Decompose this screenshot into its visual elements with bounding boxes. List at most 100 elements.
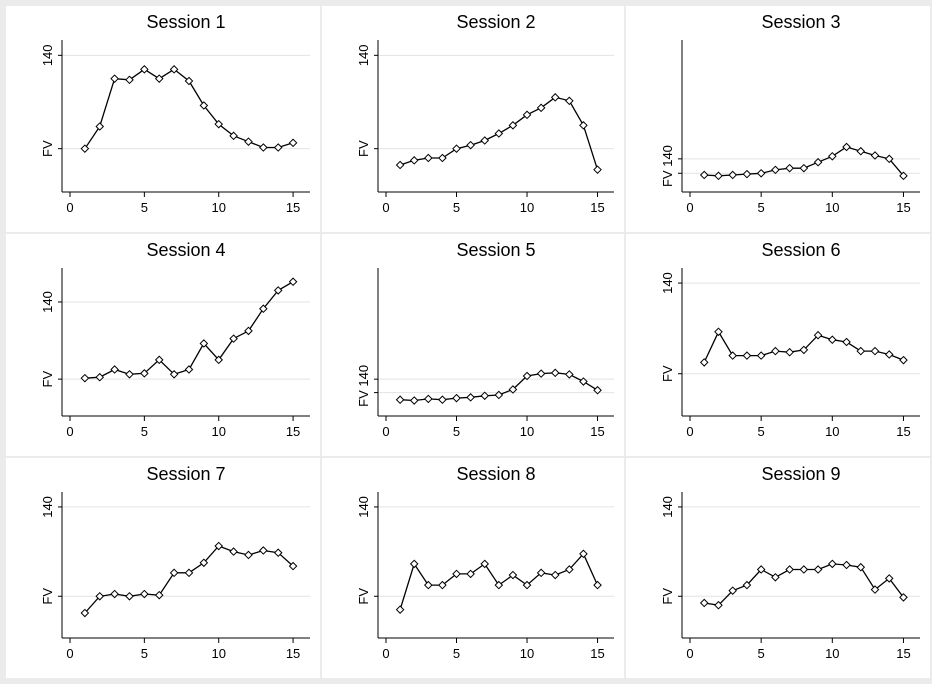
chart-title: Session 6 <box>761 240 840 260</box>
x-tick-label: 5 <box>141 424 148 439</box>
data-point <box>565 370 574 379</box>
x-tick-label: 15 <box>286 424 300 439</box>
data-point <box>742 169 752 179</box>
chart-svg: Session 8 140 FV 0 5 10 15 <box>356 464 614 661</box>
x-tick-label: 5 <box>758 424 765 439</box>
data-point <box>409 156 419 165</box>
data-point <box>480 136 490 145</box>
data-point <box>714 327 723 337</box>
data-point <box>244 550 253 560</box>
data-point <box>80 144 90 153</box>
data-point <box>480 391 490 401</box>
data-point <box>199 558 209 568</box>
data-point <box>884 350 894 359</box>
data-point <box>842 337 851 347</box>
x-tick-label: 0 <box>382 424 389 439</box>
y-tick-label: FV <box>40 140 55 157</box>
data-point <box>536 369 546 378</box>
x-tick-label: 5 <box>141 646 148 661</box>
x-tick-label: 15 <box>286 646 300 661</box>
y-tick-label: 140 <box>40 496 55 518</box>
data-point <box>714 171 723 181</box>
data-point <box>395 160 405 170</box>
x-tick-label: 5 <box>758 646 765 661</box>
data-point <box>728 586 737 595</box>
data-point <box>229 547 238 556</box>
data-point <box>699 170 709 180</box>
data-point <box>80 608 90 618</box>
data-point <box>756 168 766 178</box>
data-point <box>742 580 752 590</box>
data-point <box>140 589 149 599</box>
data-point <box>508 121 518 130</box>
chart-svg: Session 2 140 FV 0 5 10 15 <box>356 12 614 215</box>
data-point <box>522 110 532 120</box>
data-point <box>565 565 574 574</box>
data-point <box>899 593 908 602</box>
data-point <box>870 585 880 594</box>
x-tick-label: 5 <box>453 424 460 439</box>
data-point <box>480 559 490 569</box>
data-point <box>466 393 475 402</box>
data-point <box>140 369 149 378</box>
x-tick-label: 0 <box>66 424 73 439</box>
x-tick-label: 5 <box>453 646 460 661</box>
data-point <box>424 153 433 163</box>
data-point <box>884 574 894 583</box>
data-point <box>699 358 709 367</box>
y-tick-label: FV <box>356 140 371 157</box>
data-point <box>699 598 709 608</box>
data-point <box>756 565 766 574</box>
chart-title: Session 4 <box>146 240 225 260</box>
data-point <box>125 370 134 379</box>
data-point <box>169 568 179 578</box>
data-point <box>452 569 461 579</box>
data-point <box>273 286 283 295</box>
data-point <box>813 157 823 167</box>
data-point <box>842 560 851 570</box>
x-tick-label: 10 <box>825 200 839 215</box>
data-point <box>884 154 894 164</box>
y-tick-label: 140 <box>660 496 675 518</box>
data-point <box>813 330 823 340</box>
data-point <box>870 151 880 160</box>
data-point <box>244 326 253 336</box>
data-point <box>742 351 752 360</box>
data-point <box>125 75 134 85</box>
data-point <box>856 562 866 572</box>
data-point <box>870 346 880 356</box>
data-point <box>154 355 164 365</box>
y-tick-label: FV <box>660 588 675 605</box>
data-point <box>593 165 602 174</box>
y-axis-label: FV 140 <box>660 145 675 187</box>
x-tick-label: 0 <box>66 646 73 661</box>
data-point <box>813 565 823 574</box>
data-point <box>438 153 447 163</box>
chart-svg: Session 6 140 FV 0 5 10 15 <box>660 240 920 439</box>
data-point <box>785 565 794 574</box>
chart-svg: Session 4 140 FV 0 5 10 15 <box>40 240 310 439</box>
data-point <box>288 277 298 287</box>
chart-svg: Session 9 140 FV 0 5 10 15 <box>660 464 920 661</box>
y-axis-label: FV 140 <box>356 365 371 407</box>
x-tick-label: 10 <box>520 646 534 661</box>
data-point <box>550 368 560 378</box>
data-point <box>259 143 268 152</box>
data-point <box>273 143 283 152</box>
data-point <box>828 559 837 569</box>
chart-title: Session 1 <box>146 12 225 32</box>
chart-title: Session 3 <box>761 12 840 32</box>
x-tick-label: 10 <box>825 646 839 661</box>
data-point <box>593 385 602 395</box>
x-tick-label: 0 <box>382 646 389 661</box>
data-point <box>140 65 149 74</box>
data-point <box>579 377 588 386</box>
data-point <box>799 345 809 355</box>
chart-title: Session 7 <box>146 464 225 484</box>
chart-panel-2: Session 2 140 FV 0 5 10 15 <box>322 6 624 232</box>
data-point <box>536 568 546 578</box>
data-point <box>110 365 119 374</box>
x-tick-label: 15 <box>590 200 604 215</box>
data-point <box>842 142 851 152</box>
data-point <box>288 561 298 571</box>
